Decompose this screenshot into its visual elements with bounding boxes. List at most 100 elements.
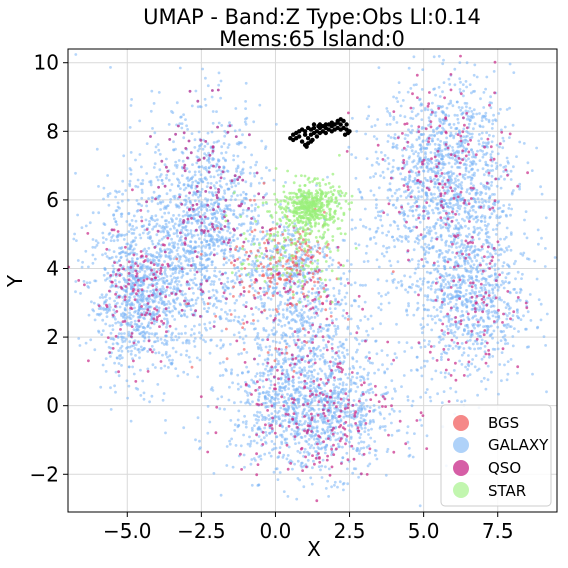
scatter-point-galaxy [138,233,141,236]
scatter-point-galaxy [271,250,274,253]
scatter-point-galaxy [198,131,201,134]
scatter-point-galaxy [502,166,505,169]
scatter-point-galaxy [187,221,190,224]
scatter-point-galaxy [146,368,149,371]
scatter-point-galaxy [234,282,237,285]
scatter-point-galaxy [233,178,236,181]
scatter-point-galaxy [389,182,392,185]
scatter-point-galaxy [461,106,464,109]
scatter-point-galaxy [526,346,529,349]
scatter-point-galaxy [485,131,488,134]
scatter-point-galaxy [170,110,173,113]
scatter-point-galaxy [417,263,420,266]
scatter-point-galaxy [467,199,470,202]
scatter-point-galaxy [170,238,173,241]
scatter-point-galaxy [213,242,216,245]
scatter-point-galaxy [449,293,452,296]
scatter-point-galaxy [361,197,364,200]
scatter-point-galaxy [466,61,469,64]
scatter-point-galaxy [333,484,336,487]
scatter-point-galaxy [470,245,473,248]
scatter-point-galaxy [164,254,167,257]
scatter-point-galaxy [133,328,136,331]
scatter-point-galaxy [467,316,470,319]
scatter-point-galaxy [479,269,482,272]
scatter-point-galaxy [244,254,247,257]
scatter-point-galaxy [539,185,542,188]
scatter-point-galaxy [462,127,465,130]
scatter-point-galaxy [439,249,442,252]
scatter-point-galaxy [445,202,448,205]
scatter-point-galaxy [464,173,467,176]
scatter-point-galaxy [177,375,180,378]
scatter-point-galaxy [432,131,435,134]
scatter-point-galaxy [434,289,437,292]
scatter-point-galaxy [224,159,227,162]
scatter-point-galaxy [372,391,375,394]
scatter-point-galaxy [460,239,463,242]
scatter-point-galaxy [126,379,129,382]
scatter-point-galaxy [207,277,210,280]
scatter-point-galaxy [324,390,327,393]
scatter-point-galaxy [406,432,409,435]
scatter-point-galaxy [201,180,204,183]
scatter-point-galaxy [149,327,152,330]
scatter-point-galaxy [365,226,368,229]
scatter-point-galaxy [422,304,425,307]
scatter-point-galaxy [451,157,454,160]
scatter-point-galaxy [141,189,144,192]
scatter-point-galaxy [418,136,421,139]
scatter-point-galaxy [151,332,154,335]
scatter-point-galaxy [194,174,197,177]
scatter-point-galaxy [455,184,458,187]
scatter-point-galaxy [501,146,504,149]
scatter-point-galaxy [296,372,299,375]
scatter-point-galaxy [220,124,223,127]
scatter-point-galaxy [452,104,455,107]
scatter-point-galaxy [105,341,108,344]
scatter-point-galaxy [496,185,499,188]
scatter-point-galaxy [172,140,175,143]
scatter-point-galaxy [458,131,461,134]
scatter-point-galaxy [120,215,123,218]
scatter-point-galaxy [314,399,317,402]
scatter-point-galaxy [156,256,159,259]
scatter-point-galaxy [140,216,143,219]
scatter-point-galaxy [205,240,208,243]
scatter-point-galaxy [134,347,137,350]
scatter-point-galaxy [224,289,227,292]
scatter-point-galaxy [458,77,461,80]
scatter-point-galaxy [225,151,228,154]
scatter-point-galaxy [228,204,231,207]
scatter-point-galaxy [487,378,490,381]
scatter-point-galaxy [416,167,419,170]
scatter-point-galaxy [152,289,155,292]
scatter-point-galaxy [242,161,245,164]
scatter-point-galaxy [122,154,125,157]
scatter-point-galaxy [117,349,120,352]
scatter-point-galaxy [447,186,450,189]
scatter-point-galaxy [204,145,207,148]
scatter-point-galaxy [421,331,424,334]
scatter-point-galaxy [253,195,256,198]
scatter-point-galaxy [132,315,135,318]
scatter-point-galaxy [92,310,95,313]
scatter-point-galaxy [245,123,248,126]
scatter-point-galaxy [437,138,440,141]
scatter-point-galaxy [503,301,506,304]
scatter-point-galaxy [124,189,127,192]
scatter-point-galaxy [449,225,452,228]
scatter-point-galaxy [175,217,178,220]
scatter-point-galaxy [164,419,167,422]
scatter-point-galaxy [402,212,405,215]
scatter-point-galaxy [387,134,390,137]
scatter-point-galaxy [479,191,482,194]
scatter-point-galaxy [188,197,191,200]
scatter-point-galaxy [488,216,491,219]
scatter-point-galaxy [153,334,156,337]
scatter-point-galaxy [151,240,154,243]
scatter-point-galaxy [129,296,132,299]
scatter-point-galaxy [470,117,473,120]
scatter-point-galaxy [469,119,472,122]
scatter-point-galaxy [479,125,482,128]
